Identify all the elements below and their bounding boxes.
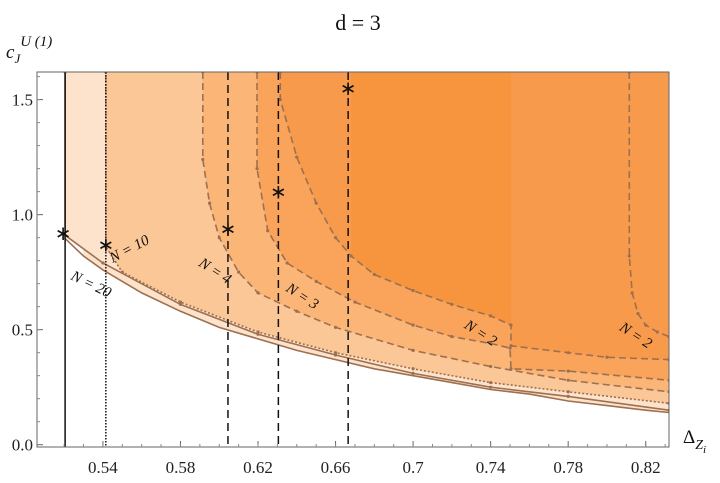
lower-boundary-curve [63, 237, 669, 414]
boundary-curve-0 [64, 72, 669, 411]
boundary-point [101, 261, 105, 265]
boundary-point [450, 334, 454, 339]
boundary-point [566, 390, 570, 394]
x-tick-label: 0.58 [166, 458, 196, 477]
star-marker-1: ∗ [97, 233, 114, 257]
boundary-point [411, 371, 415, 375]
boundary-point [353, 300, 357, 304]
x-tick-label: 0.74 [476, 458, 506, 477]
boundary-point [489, 385, 493, 389]
boundary-point [489, 380, 493, 385]
boundary-point [217, 236, 221, 240]
boundary-point [566, 369, 570, 373]
boundary-point [411, 288, 415, 293]
star-marker-0: ∗ [55, 221, 72, 245]
region-dark [351, 72, 511, 326]
boundary-curve-1 [105, 72, 669, 405]
boundary-point [411, 367, 415, 371]
boundary-point [411, 323, 415, 327]
boundary-point [333, 351, 338, 355]
boundary-point [207, 201, 212, 205]
boundary-point [178, 300, 183, 304]
x-tick-label: 0.66 [321, 458, 351, 477]
boundary-point [509, 367, 513, 371]
boundary-point [333, 236, 338, 240]
boundary-point [333, 353, 338, 357]
boundary-point [333, 325, 338, 329]
star-marker-2: ∗ [220, 216, 237, 240]
boundary-point [349, 254, 353, 258]
boundary-curve-4 [279, 72, 669, 361]
boundary-point [120, 270, 124, 274]
boundary-point [178, 302, 183, 306]
boundary-point [630, 291, 634, 295]
boundary-curve-2 [202, 72, 669, 393]
boundary-point [566, 394, 570, 398]
boundary-point [489, 341, 493, 346]
boundary-point [314, 201, 318, 205]
boundary-point [509, 344, 513, 348]
boundary-point [372, 272, 376, 277]
boundary-point [605, 355, 609, 359]
y-tick-label: 1.0 [12, 206, 33, 225]
boundary-point [411, 348, 415, 352]
plot-area [63, 72, 669, 414]
boundary-point [201, 157, 205, 162]
boundary-point [295, 309, 299, 313]
boundary-point [655, 330, 659, 334]
boundary-point [627, 254, 631, 258]
y-tick-label: 0.5 [12, 321, 33, 340]
boundary-point [255, 167, 259, 171]
x-tick-label: 0.54 [88, 458, 118, 477]
boundary-point [266, 229, 270, 233]
boundary-point [566, 351, 570, 355]
boundary-point [295, 155, 299, 159]
boundary-point [285, 261, 289, 265]
boundary-point [256, 291, 260, 295]
axes: 0.54 0.58 0.62 0.66 0.7 0.74 0.78 0.82 0.0 0.5 1.0… [12, 71, 670, 477]
x-axis-label: ΔZi [683, 427, 706, 456]
region-fill-6 [629, 72, 669, 337]
x-tick-label: 0.62 [243, 458, 273, 477]
boundary-point [636, 311, 640, 316]
chart-title: d = 3 [335, 10, 380, 35]
x-tick-label: 0.82 [631, 458, 661, 477]
star-marker-4: ∗ [340, 76, 357, 100]
boundary-point [644, 323, 648, 327]
boundary-point [256, 332, 260, 336]
boundary-point [278, 98, 282, 102]
boundary-point [489, 364, 493, 369]
boundary-point [489, 314, 493, 318]
boundary-point [237, 270, 241, 274]
boundary-point [566, 378, 570, 382]
star-marker-3: ∗ [270, 180, 287, 204]
x-tick-label: 0.78 [553, 458, 583, 477]
boundary-point [509, 323, 513, 327]
svg-text:ΔZi: ΔZi [683, 427, 706, 456]
plot-frame [36, 71, 670, 448]
x-tick-label: 0.7 [402, 458, 424, 477]
boundary-point [314, 279, 318, 283]
y-tick-label: 0.0 [12, 436, 33, 455]
boundary-point [256, 330, 260, 334]
y-axis-label: cJU (1) [6, 34, 52, 66]
y-tick-label: 1.5 [12, 91, 33, 110]
svg-text:cJU (1): cJU (1) [6, 34, 52, 66]
boundary-point [450, 302, 454, 306]
